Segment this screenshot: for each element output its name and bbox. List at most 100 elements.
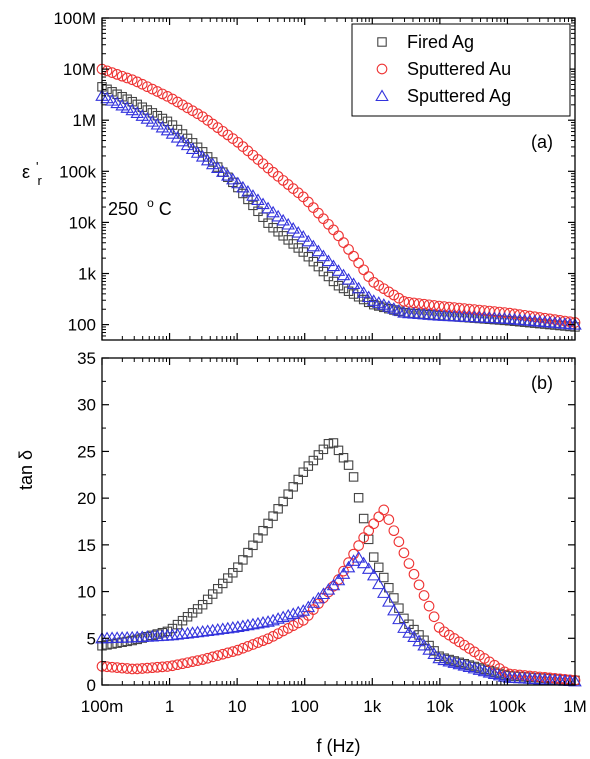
panel-b-square-marker [394,603,404,613]
panel-b-triangle-marker [387,603,401,616]
panel-b-triangle-marker [427,647,441,660]
panel-a-square-marker [308,256,319,267]
panel-b-triangle-marker [321,583,336,595]
temperature-value: 250 [108,199,138,219]
panel-a-circle-marker [318,213,329,225]
panel-b-label: (b) [531,373,553,393]
panel-b-triangle-marker [180,626,195,639]
panel-b-circle-marker [408,568,420,580]
panel-b-square-marker [212,583,223,594]
panel-a-triangle-marker [281,217,295,230]
panel-b-circle-marker [368,518,380,530]
panel-a-triangle-marker [150,117,165,130]
panel-b-triangle-marker [200,624,215,637]
panel-b-circle-marker [373,511,385,523]
panel-b-triangle-marker [276,610,290,623]
panel-b-square-marker [273,504,283,514]
panel-a-circle-marker [126,74,138,86]
panel-b-circle-marker [383,514,395,525]
panel-a-triangle-marker [231,176,245,189]
panel-b-triangle-marker [331,573,346,586]
panel-b-square-marker [368,552,379,562]
panel-b-triangle-marker [356,556,371,569]
panel-b-square-marker [318,444,329,455]
panel-a-circle-marker [116,70,128,82]
panel-b-square-marker [374,562,384,573]
panel-b-square-marker [233,562,243,572]
y-label-prime: ' [36,159,38,174]
panel-b-square-marker [298,467,309,477]
panel-a-triangle-marker [185,142,200,154]
panel-b-triangle-marker [568,674,582,687]
panel-a-square-marker [248,200,258,211]
panel-b-square-marker [358,513,369,524]
panel-b-square-marker [293,474,303,485]
legend-square-marker [377,37,387,47]
legend-triangle-marker [375,89,389,102]
panel-b-triangle-marker [366,568,381,581]
panel-a-triangle-marker [296,230,311,242]
panel-a-triangle-marker [221,168,235,181]
panel-a-triangle-marker [140,112,155,124]
panel-b-triangle-marker [205,623,220,636]
y-label-subscript: r [38,173,43,188]
panel-a-square-marker [323,271,334,282]
x-axis-tick-labels: 100m 1 10 100 1k 10k 100k 1M [81,697,587,716]
x-tick-label: 100k [489,697,526,716]
panel-a-square-marker [243,194,253,205]
panel-b-triangle-marker [266,613,280,626]
panel-b-circle-marker [262,633,274,645]
panel-b-circle-marker [287,620,299,632]
legend-label: Sputtered Au [407,59,511,79]
panel-b-triangle-marker [216,622,230,635]
panel-b-circle-marker [182,657,193,669]
panel-b-triangle-marker [175,627,190,640]
panel-b-triangle-marker [190,625,205,638]
panel-b-square-marker [429,646,439,656]
panel-b-triangle-marker [226,621,240,633]
panel-b-circle-marker [217,648,229,660]
panel-b-y-tick-label: 25 [77,442,96,461]
panel-b-circle-marker [519,670,531,681]
panel-a-triangle-marker [271,209,285,222]
panel-a-square-marker [258,212,268,222]
x-axis-label: f (Hz) [317,736,361,756]
panel-b-triangle-marker [417,638,431,651]
panel-b-circle-marker [272,628,284,640]
panel-a-square-marker [338,283,349,294]
panel-b-circle-marker [242,641,254,652]
panel-b-square-marker [283,489,293,499]
panel-b-circle-marker [378,504,390,516]
panel-b-y-tick-label: 15 [77,536,96,555]
panel-a-circle-marker [549,314,561,325]
panel-b-triangle-marker [271,612,285,624]
panel-b-circle-marker [393,536,405,548]
panel-b-circle-marker [363,525,375,537]
panel-a-triangle-marker [226,172,240,185]
panel-b-square-marker [268,511,278,521]
panel-b-square-marker [333,445,344,456]
panel-b-triangle-marker [301,600,316,613]
panel-b-circle-marker [177,658,188,670]
panel-a-triangle-marker [160,123,175,136]
panel-b-square-marker [288,482,298,492]
panel-a-triangle-marker [175,134,190,147]
panel-b-triangle-marker [231,620,245,632]
panel-b-square-marker [313,450,324,460]
panel-a-circle-marker [313,207,324,219]
panel-a-triangle-marker [145,115,160,127]
panel-b-y-tick-label: 10 [77,583,96,602]
panel-a-circle-marker [448,302,460,313]
panel-b-triangle-marker [412,634,426,647]
panel-b-square-marker [263,518,273,529]
panel-b-triangle-marker [210,623,225,635]
panel-a-circle-marker [484,305,495,317]
panel-b-square-marker [243,547,253,558]
panel-b-circle-marker [167,660,178,672]
panel-a-triangle-marker [216,165,230,177]
panel-b-triangle-marker [281,608,295,621]
panel-b-triangle-marker [336,567,351,579]
panel-a-circle-marker [182,102,193,114]
x-tick-label: 1M [563,697,587,716]
panel-a-circle-marker [469,304,480,315]
